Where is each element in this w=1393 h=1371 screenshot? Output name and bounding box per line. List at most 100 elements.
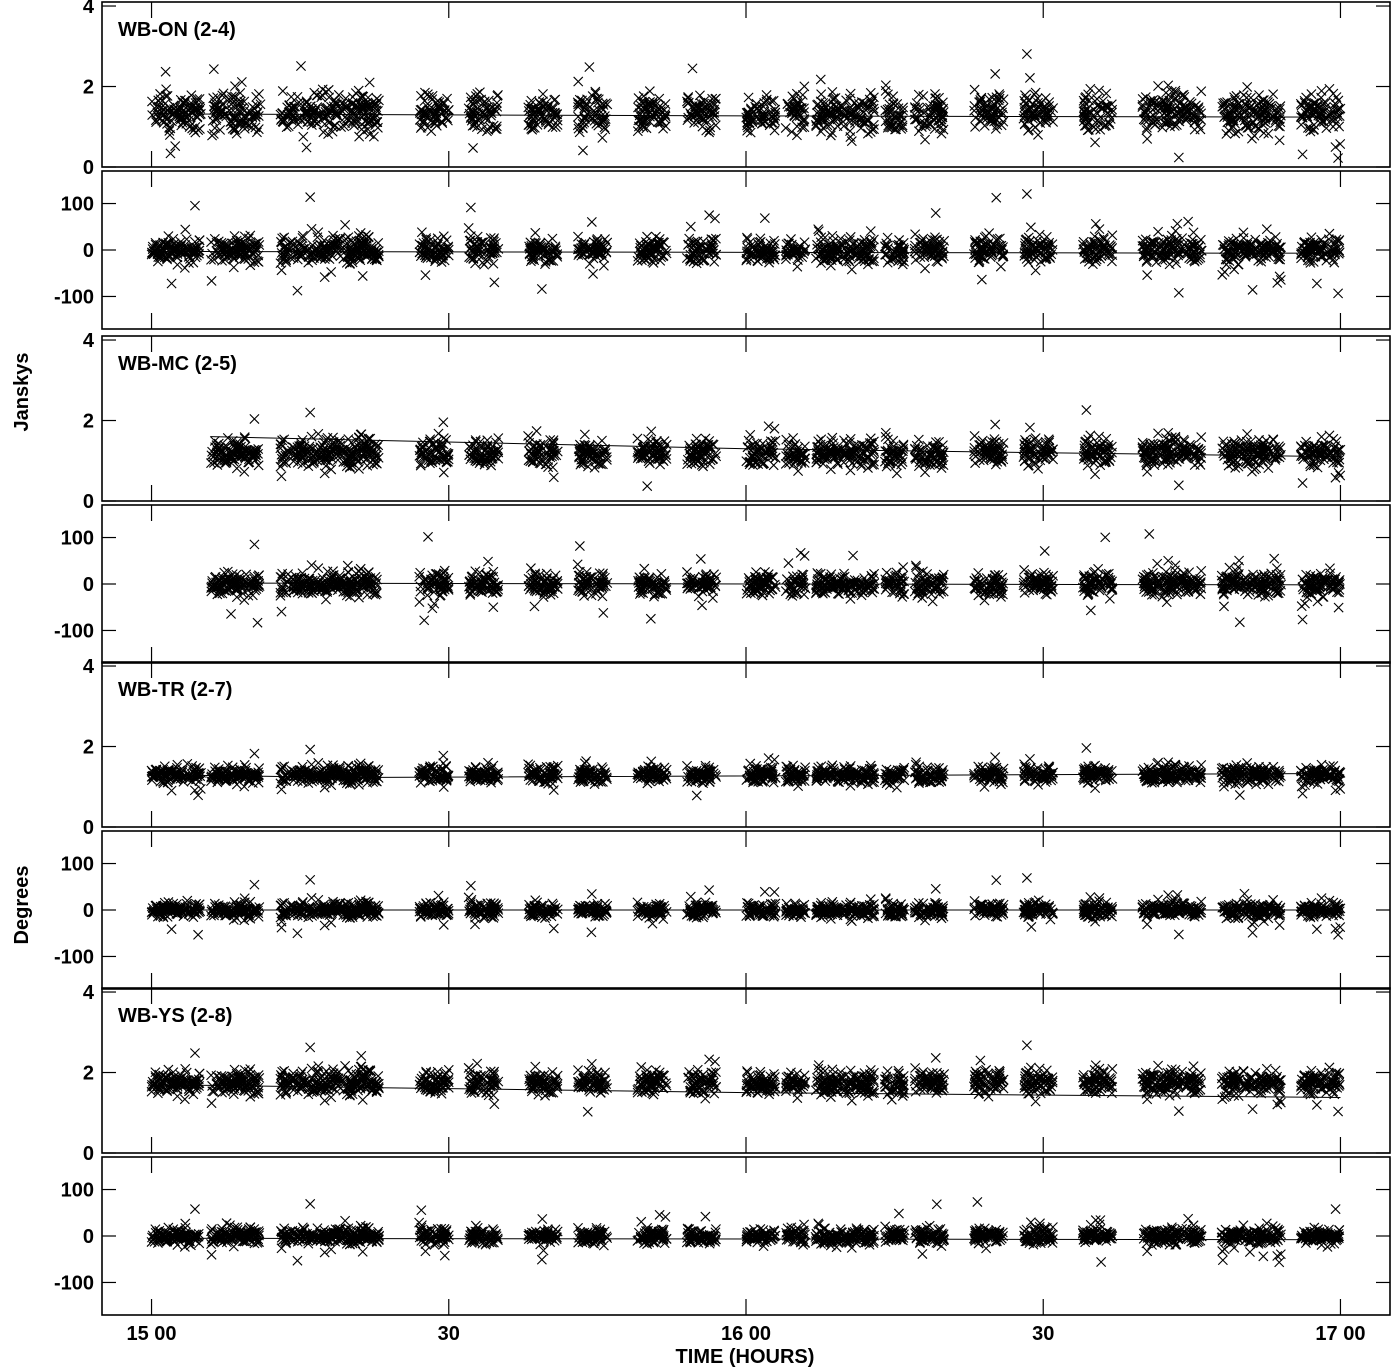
data-point (1196, 432, 1207, 443)
data-point (484, 104, 495, 115)
data-point (276, 115, 287, 126)
data-point (1333, 153, 1344, 164)
data-point (350, 114, 361, 125)
data-point (250, 122, 261, 133)
data-point (792, 261, 803, 272)
data-point (255, 99, 266, 110)
data-point (1242, 81, 1253, 92)
data-point (1229, 264, 1240, 275)
data-points (147, 49, 1346, 164)
data-point (372, 117, 383, 128)
data-point (910, 254, 921, 265)
data-point (153, 95, 164, 106)
data-point (1274, 135, 1285, 146)
data-point (920, 263, 931, 274)
data-point (709, 256, 720, 267)
y-tick-label: 4 (83, 0, 95, 18)
data-point (230, 81, 241, 92)
data-point (154, 114, 165, 125)
data-point (827, 432, 838, 443)
data-point (586, 216, 597, 227)
data-point (598, 260, 609, 271)
data-point (305, 101, 316, 112)
data-point (371, 117, 382, 128)
data-point (286, 91, 297, 102)
data-point (911, 440, 922, 451)
data-point (588, 268, 599, 279)
data-point (1024, 72, 1035, 83)
data-point (168, 109, 179, 120)
data-point (364, 129, 375, 140)
data-point (164, 130, 175, 141)
data-point (685, 221, 696, 232)
data-point (239, 433, 250, 444)
data-point (322, 110, 333, 121)
data-point (1196, 86, 1207, 97)
data-point (276, 265, 287, 276)
data-point (358, 126, 369, 137)
data-point (206, 275, 217, 286)
data-point (359, 99, 370, 110)
data-point (633, 102, 644, 113)
data-point (218, 88, 229, 99)
data-point (825, 464, 836, 475)
data-point (548, 472, 559, 483)
data-point (1247, 284, 1258, 295)
data-point (164, 102, 175, 113)
data-point (759, 213, 770, 224)
data-point (360, 101, 371, 112)
data-point (327, 126, 338, 137)
data-point (217, 90, 228, 101)
data-point (305, 192, 316, 203)
data-point (1173, 287, 1184, 298)
data-point (646, 426, 657, 437)
data-point (1142, 466, 1153, 477)
data-point (208, 64, 219, 75)
data-point (443, 105, 454, 116)
data-point (209, 123, 220, 133)
data-point (550, 109, 561, 120)
y-tick-label: 0 (83, 157, 94, 179)
data-point (920, 467, 931, 478)
data-point (745, 429, 756, 440)
data-point (930, 207, 941, 218)
data-point (1238, 227, 1249, 238)
data-point (253, 460, 264, 471)
data-point (470, 95, 481, 106)
data-point (330, 120, 341, 131)
data-point (440, 112, 451, 123)
data-point (229, 122, 240, 133)
data-point (1090, 218, 1101, 229)
data-point (471, 122, 482, 133)
data-point (1311, 278, 1322, 289)
data-point (319, 272, 330, 283)
data-point (166, 278, 177, 289)
data-point (313, 428, 324, 439)
data-point (295, 99, 306, 110)
data-point (483, 124, 494, 135)
data-point (489, 277, 500, 288)
data-point (212, 103, 223, 114)
data-point (175, 103, 186, 114)
data-point (228, 111, 239, 122)
data-point (1333, 288, 1344, 299)
data-point (793, 466, 804, 477)
data-point (816, 126, 827, 137)
data-point (340, 103, 351, 114)
data-point (225, 116, 236, 127)
data-point (488, 120, 499, 131)
data-point (1094, 85, 1105, 96)
data-point (1335, 139, 1346, 150)
data-point (862, 128, 873, 139)
data-point (768, 460, 779, 471)
data-point (1328, 121, 1339, 132)
data-point (235, 87, 246, 98)
data-point (239, 96, 250, 107)
data-point (163, 231, 174, 242)
data-point (1140, 92, 1151, 103)
data-point (1261, 224, 1272, 235)
data-point (340, 219, 351, 230)
